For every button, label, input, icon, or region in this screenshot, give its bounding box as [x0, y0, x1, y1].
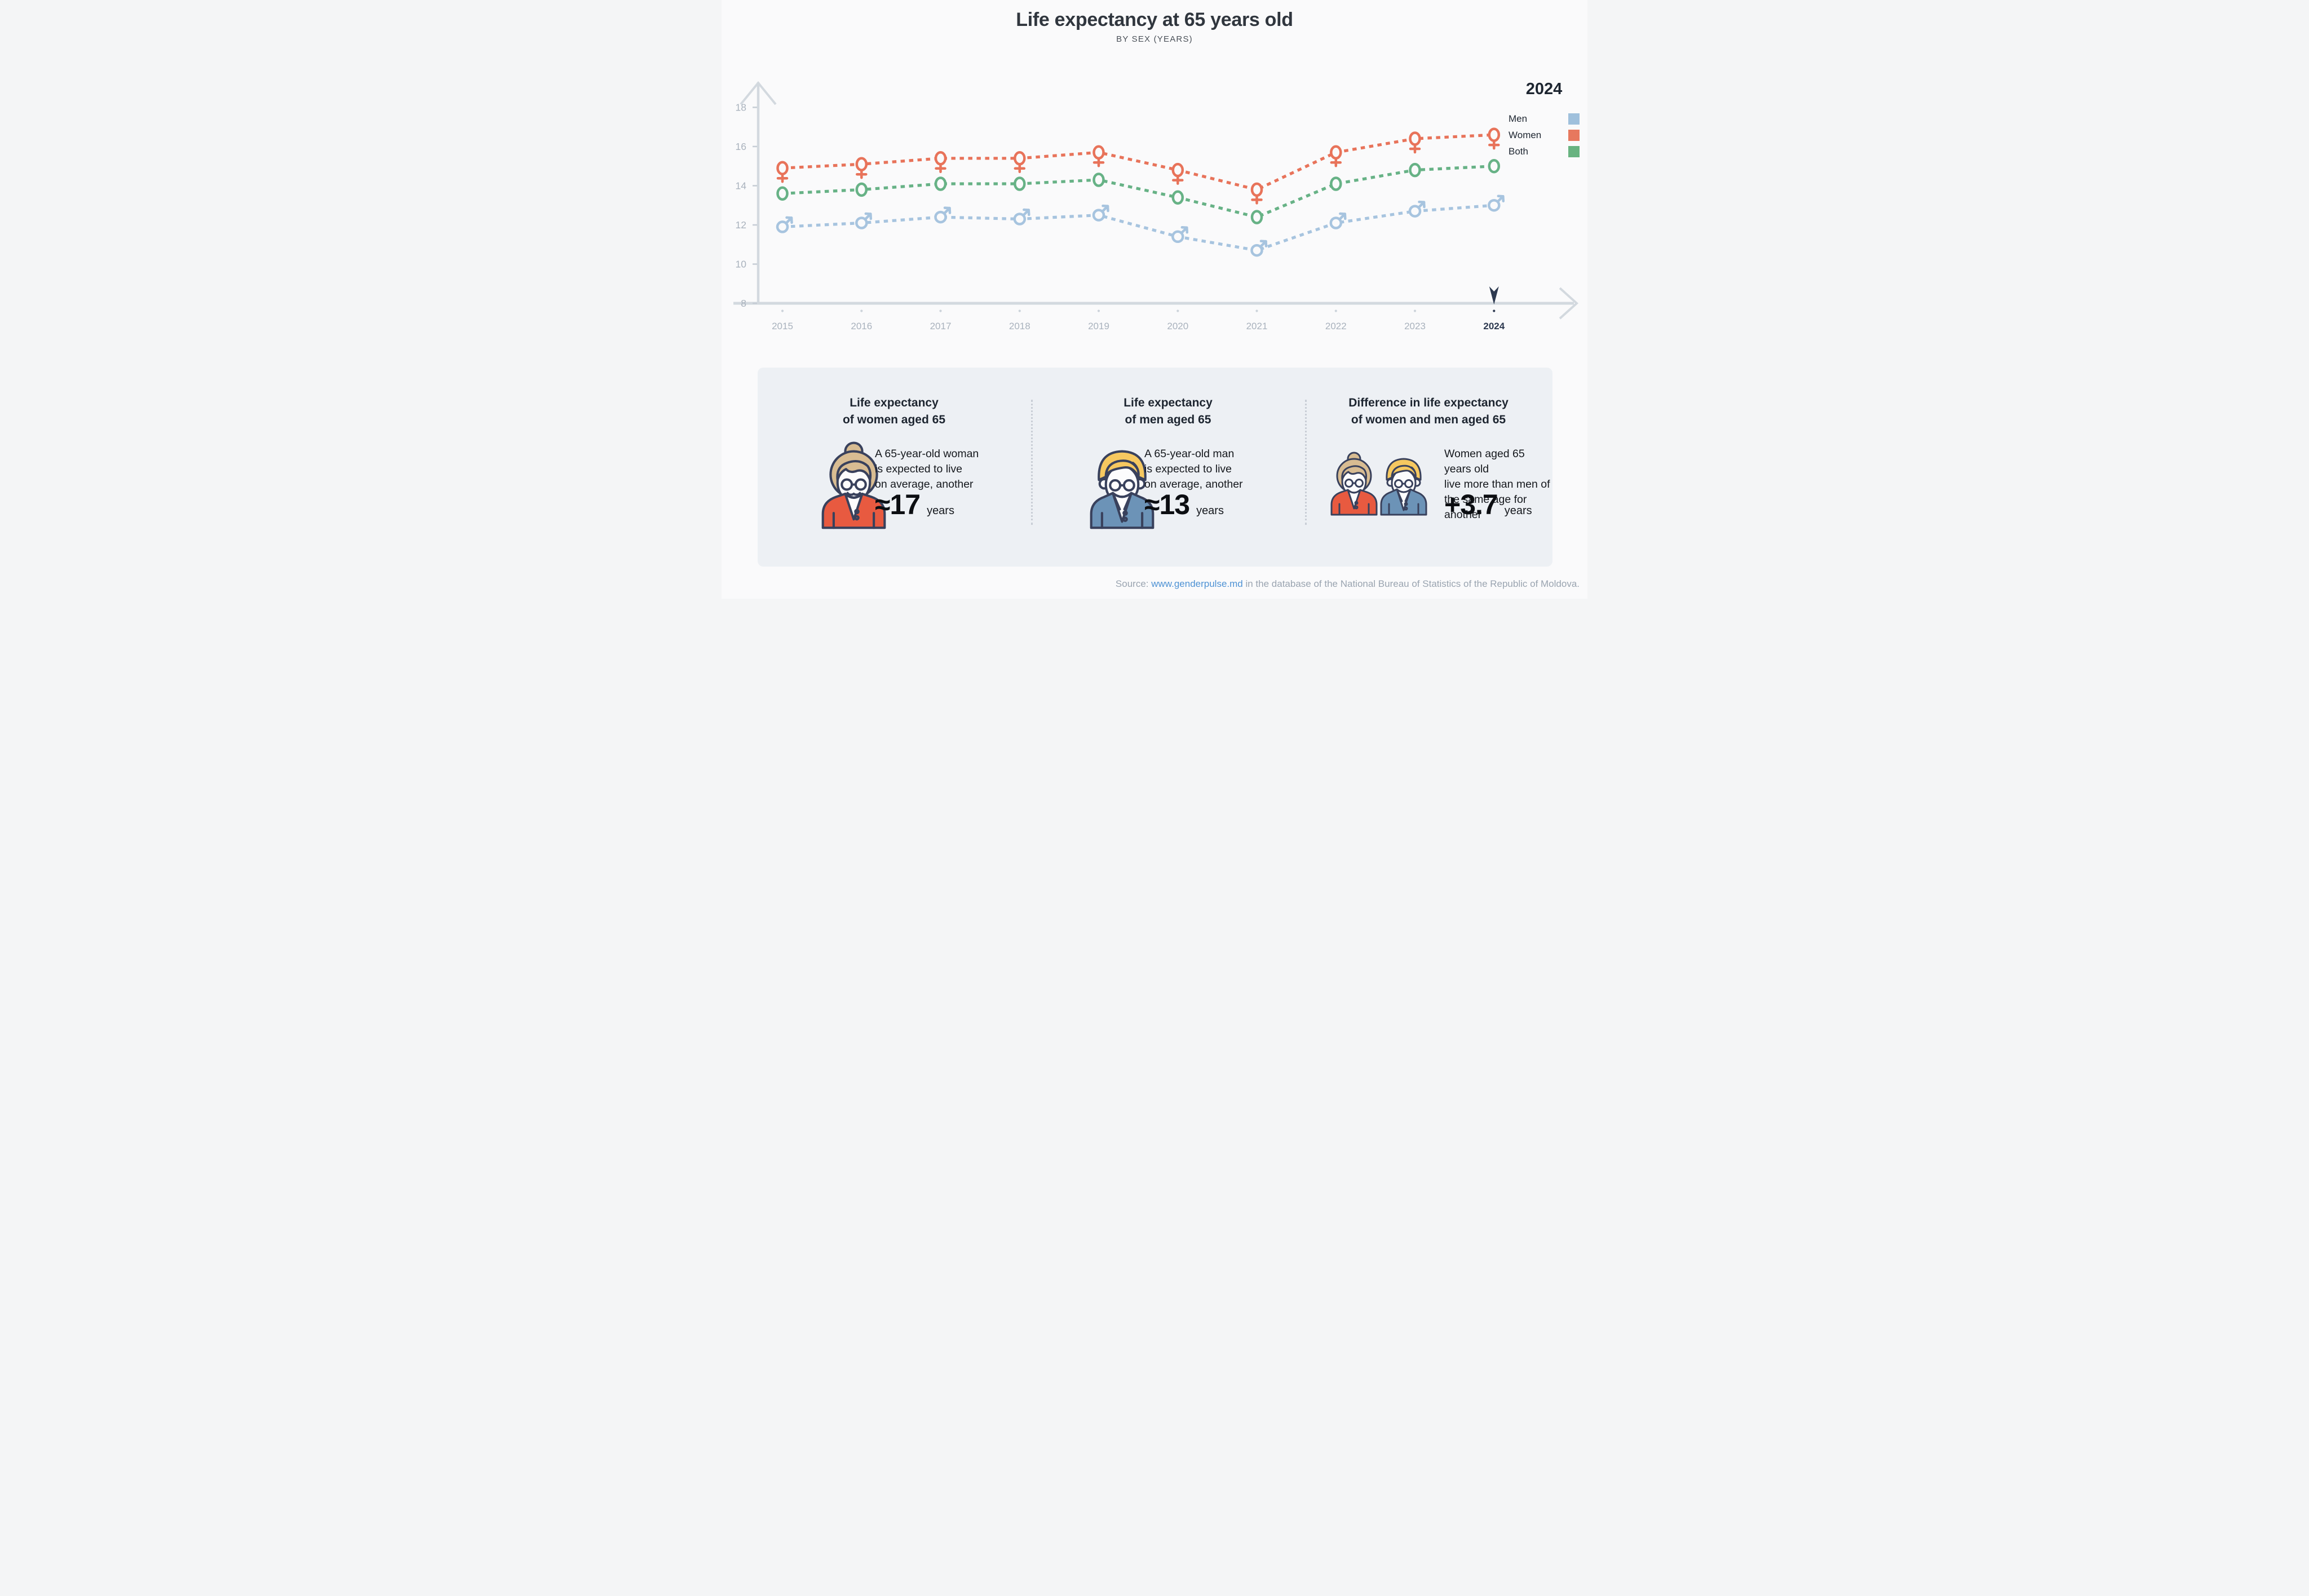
legend-label-both: Both: [1509, 146, 1528, 157]
card-value-men: ≈13 years: [1144, 489, 1224, 520]
header: Life expectancy at 65 years old BY SEX (…: [722, 9, 1587, 44]
x-tick-label: 2019: [1088, 321, 1109, 331]
female-marker-icon: [934, 151, 947, 174]
both-marker-icon: [1488, 158, 1501, 174]
both-marker-icon: [855, 182, 868, 197]
y-tick-label: 16: [736, 141, 746, 152]
both-marker-icon: [1092, 173, 1105, 187]
x-axis-arrow-icon: [1559, 287, 1578, 320]
both-marker-icon: [1014, 176, 1026, 191]
y-tick-label: 14: [736, 180, 747, 191]
card-value-difference: +3.7 years: [1444, 489, 1532, 520]
male-marker-icon: [1171, 226, 1189, 244]
female-marker-icon: [1250, 182, 1263, 205]
legend: 2024 Men Women Both: [1509, 80, 1580, 162]
both-marker-icon: [776, 186, 789, 201]
both-color-swatch: [1568, 146, 1580, 157]
genderpulse-link[interactable]: www.genderpulse.md: [1151, 578, 1243, 589]
x-tick-label: 2017: [930, 321, 952, 331]
series-line-men: [782, 204, 1494, 252]
female-marker-icon: [776, 161, 789, 183]
chart-canvas[interactable]: 8 10 12 14 16 18 2015 2016 2017 2018 2019 2020 2021 2…: [722, 0, 1587, 361]
card-divider: [1305, 400, 1307, 525]
female-marker-icon: [1014, 151, 1026, 174]
x-tick-label: 2016: [851, 321, 872, 331]
men-color-swatch: [1568, 113, 1580, 125]
male-marker-icon: [1013, 208, 1030, 226]
x-tick-label: 2018: [1009, 321, 1030, 331]
male-marker-icon: [1408, 200, 1426, 218]
infographic-page: Life expectancy at 65 years old BY SEX (…: [722, 0, 1587, 599]
man-icon: [1375, 445, 1432, 524]
y-tick-label: 8: [741, 298, 746, 309]
y-tick-label: 12: [736, 219, 746, 231]
female-marker-icon: [1330, 145, 1342, 167]
man-icon: [1083, 440, 1161, 532]
female-marker-icon: [1488, 127, 1501, 150]
both-marker-icon: [934, 176, 947, 191]
both-marker-icon: [1330, 176, 1342, 191]
x-tick-label: 2021: [1246, 321, 1268, 331]
legend-label-men: Men: [1509, 113, 1528, 124]
card-text-men: A 65-year-old man is expected to live on…: [1144, 448, 1243, 490]
legend-item-men[interactable]: Men: [1509, 113, 1580, 125]
card-title-men: Life expectancy of men aged 65: [1123, 396, 1213, 426]
card-text-women: A 65-year-old woman is expected to live …: [875, 448, 979, 490]
female-marker-icon: [1092, 145, 1105, 167]
card-divider: [1031, 400, 1033, 525]
legend-item-women[interactable]: Women: [1509, 130, 1580, 141]
male-marker-icon: [934, 206, 952, 224]
x-tick-label: 2020: [1167, 321, 1188, 331]
page-subtitle: BY SEX (YEARS): [1116, 34, 1193, 44]
male-marker-icon: [1250, 240, 1268, 257]
female-marker-icon: [855, 157, 868, 179]
x-tick-label: 2015: [772, 321, 793, 331]
y-axis-arrow-icon: [740, 81, 777, 105]
male-marker-icon: [776, 216, 793, 233]
card-text-difference: Women aged 65 years old live more than m…: [1444, 448, 1550, 521]
legend-year-label: 2024: [1525, 80, 1563, 98]
both-marker-icon: [1171, 190, 1184, 205]
female-marker-icon: [1171, 162, 1184, 185]
card-title-women: Life expectancy of women aged 65: [842, 396, 946, 426]
year-cursor[interactable]: [1489, 286, 1499, 304]
source-note: Source: www.genderpulse.md in the databa…: [1115, 578, 1580, 589]
legend-label-women: Women: [1509, 130, 1542, 140]
woman-icon: [1326, 445, 1382, 524]
male-marker-icon: [1092, 204, 1109, 222]
summary-cards-panel: Life expectancy of women aged 65: [758, 368, 1552, 567]
woman-icon: [815, 440, 892, 532]
male-marker-icon: [1329, 212, 1347, 229]
women-color-swatch: [1568, 130, 1580, 141]
y-tick-label: 18: [736, 101, 746, 113]
x-tick-label: 2024: [1483, 321, 1505, 331]
card-value-women: ≈17 years: [875, 489, 954, 520]
x-tick-label: 2022: [1325, 321, 1347, 331]
female-marker-icon: [1409, 131, 1421, 154]
series-line-women: [782, 133, 1494, 192]
page-title: Life expectancy at 65 years old: [1016, 9, 1293, 30]
card-title-difference: Difference in life expectancy of women a…: [1348, 396, 1509, 426]
y-tick-label: 10: [736, 259, 747, 270]
male-marker-icon: [855, 212, 873, 229]
series-line-both: [782, 165, 1494, 219]
male-marker-icon: [1488, 194, 1505, 212]
both-marker-icon: [1409, 162, 1421, 178]
both-marker-icon: [1250, 210, 1263, 224]
x-tick-label: 2023: [1404, 321, 1426, 331]
legend-item-both[interactable]: Both: [1509, 146, 1580, 157]
